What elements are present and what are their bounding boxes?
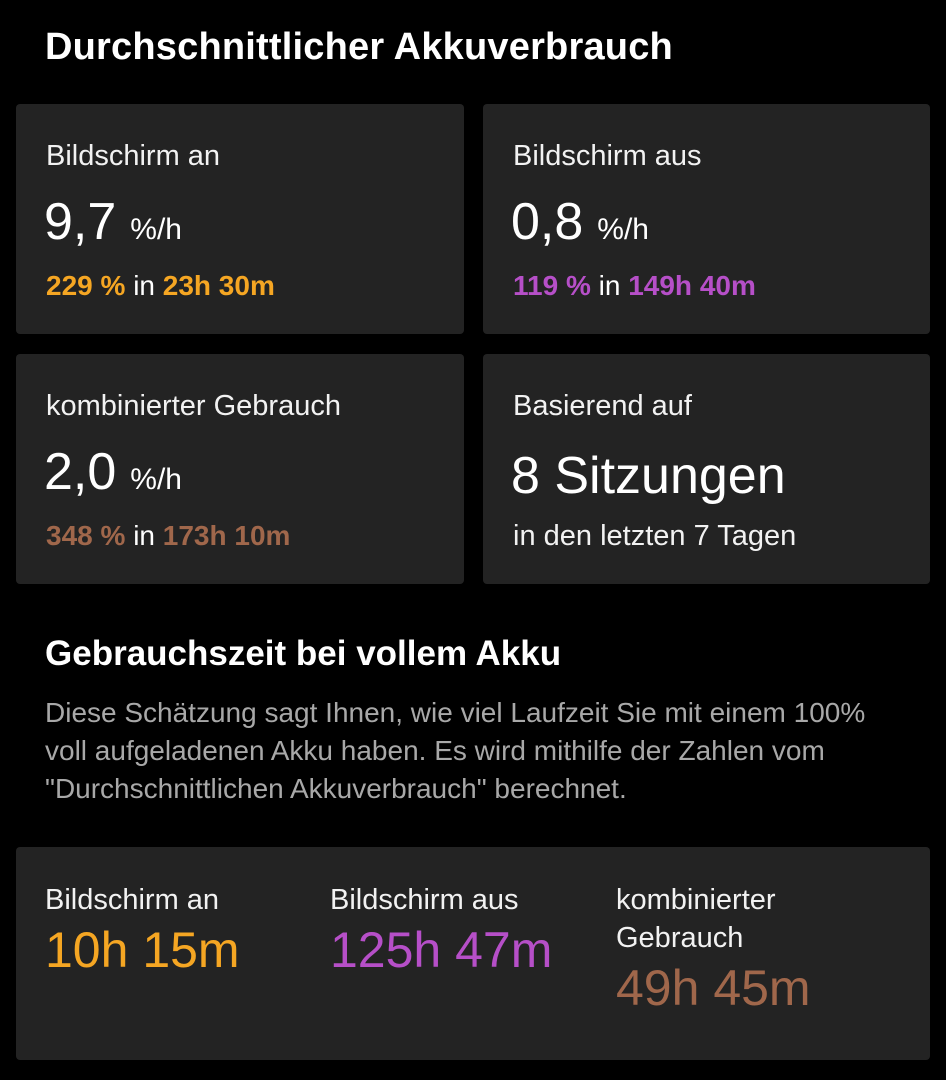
- combined-card: kombinierter Gebrauch 2,0 %/h 348 % in 17…: [16, 354, 464, 584]
- screen-on-duration: 23h 30m: [162, 270, 275, 301]
- sessions-count: 8 Sitzungen: [511, 447, 786, 505]
- screen-off-label: Bildschirm aus: [513, 140, 702, 172]
- screen-on-rate-unit: %/h: [130, 213, 182, 246]
- sessions-label: Basierend auf: [513, 390, 692, 422]
- screen-off-rate-unit: %/h: [597, 213, 649, 246]
- screen-on-rate-value: 9,7: [44, 193, 117, 251]
- full-screen-off-column: Bildschirm aus 125h 47m: [330, 881, 552, 975]
- screen-off-rate-value: 0,8: [511, 193, 584, 251]
- combined-detail: 348 % in 173h 10m: [46, 520, 290, 552]
- combined-rate-value: 2,0: [44, 443, 117, 501]
- sessions-card: Basierend auf 8 Sitzungen in den letzten…: [483, 354, 930, 584]
- combined-rate-unit: %/h: [130, 463, 182, 496]
- full-screen-on-label: Bildschirm an: [45, 884, 220, 916]
- screen-on-card: Bildschirm an 9,7 %/h 229 % in 23h 30m: [16, 104, 464, 334]
- screen-on-detail: 229 % in 23h 30m: [46, 270, 275, 302]
- screen-on-rate: 9,7 %/h: [44, 196, 182, 248]
- sessions-period: in den letzten 7 Tagen: [513, 520, 797, 552]
- full-screen-on-value: 10h 15m: [45, 922, 240, 978]
- section-title-full-charge: Gebrauchszeit bei vollem Akku: [45, 634, 562, 673]
- screen-off-percent: 119 %: [513, 270, 591, 301]
- page-title: Durchschnittlicher Akkuverbrauch: [45, 26, 673, 68]
- combined-percent: 348 %: [46, 520, 126, 551]
- combined-rate: 2,0 %/h: [44, 446, 182, 498]
- full-combined-column: kombinierter Gebrauch 49h 45m: [616, 881, 811, 1013]
- combined-connector: in: [133, 520, 155, 551]
- screen-off-duration: 149h 40m: [628, 270, 756, 301]
- screen-on-connector: in: [133, 270, 155, 301]
- full-combined-label-line2: Gebrauch: [616, 922, 744, 954]
- full-charge-summary-card: Bildschirm an 10h 15m Bildschirm aus 125…: [16, 847, 930, 1060]
- full-combined-value: 49h 45m: [616, 960, 811, 1016]
- full-screen-off-label: Bildschirm aus: [330, 884, 519, 916]
- screen-off-connector: in: [598, 270, 621, 301]
- combined-label: kombinierter Gebrauch: [46, 390, 341, 422]
- combined-duration: 173h 10m: [162, 520, 291, 551]
- full-screen-on-column: Bildschirm an 10h 15m: [45, 881, 240, 975]
- screen-on-label: Bildschirm an: [46, 140, 221, 172]
- full-combined-label-line1: kombinierter: [616, 884, 776, 916]
- full-screen-off-value: 125h 47m: [330, 922, 553, 978]
- screen-off-detail: 119 % in 149h 40m: [513, 270, 756, 302]
- screen-off-rate: 0,8 %/h: [511, 196, 649, 248]
- full-charge-description: Diese Schätzung sagt Ihnen, wie viel Lau…: [45, 697, 866, 804]
- screen-off-card: Bildschirm aus 0,8 %/h 119 % in 149h 40m: [483, 104, 930, 334]
- screen-on-percent: 229 %: [46, 270, 126, 301]
